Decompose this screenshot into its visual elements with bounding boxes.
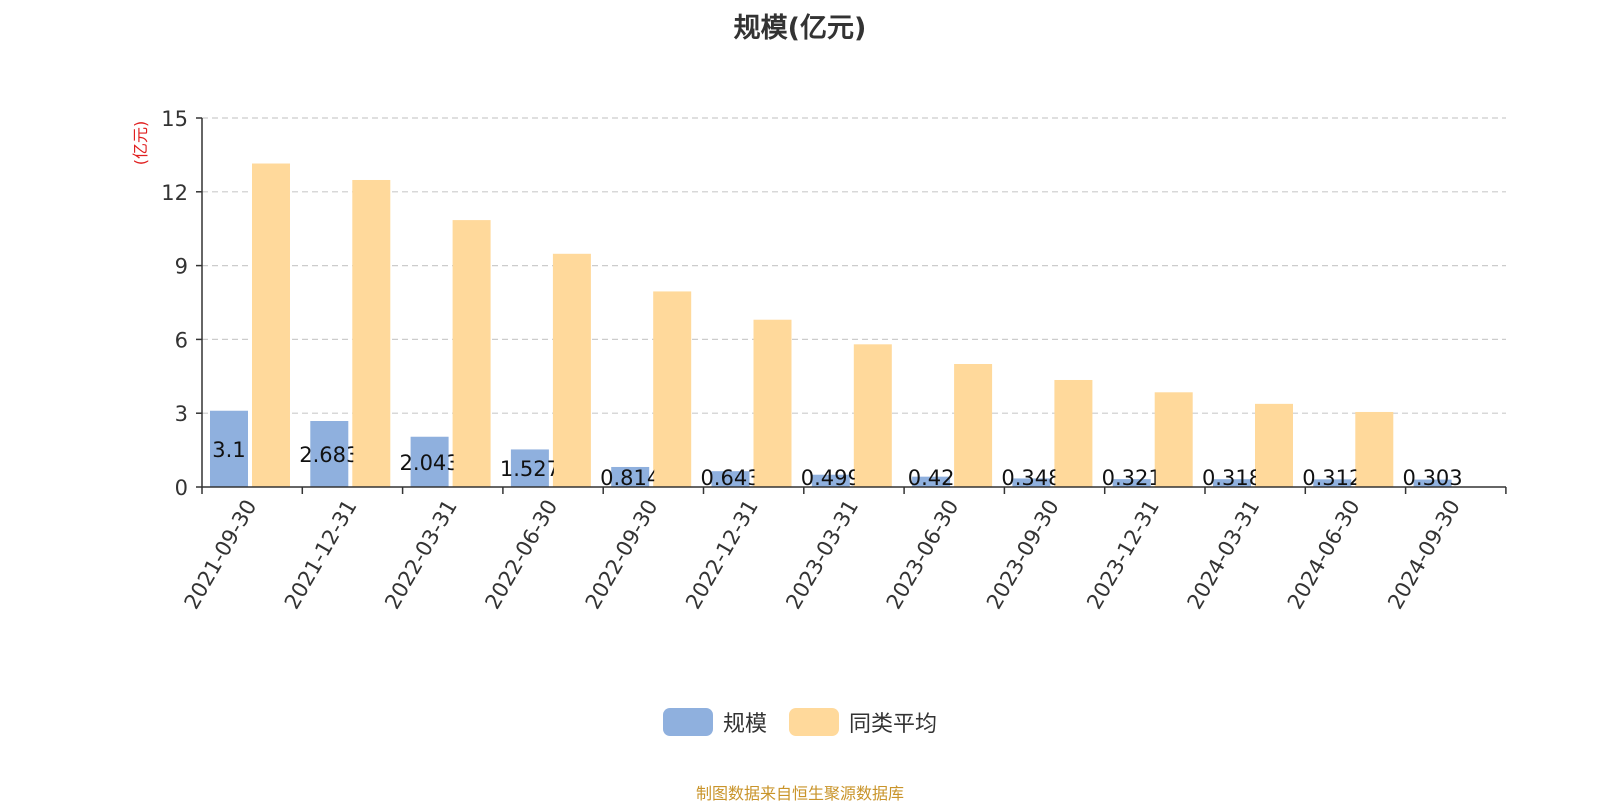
y-tick-label: 3 [175,402,188,426]
x-tick-label: 2023-12-31 [1082,496,1164,614]
data-label-scale: 0.814 [600,466,660,490]
legend-swatch-scale [662,708,713,736]
bar-scale[interactable] [210,410,248,487]
data-label-scale: 0.499 [801,466,861,490]
legend-item-peer-average[interactable]: 同类平均 [789,706,937,738]
chart-title: 规模(亿元) [733,13,867,44]
legend-swatch-peer-average [789,708,839,736]
legend-label-peer-average: 同类平均 [849,712,938,737]
bar-scale[interactable] [912,476,951,487]
x-tick-label: 2023-03-31 [781,496,863,614]
y-tick-label: 6 [175,328,188,352]
x-tick-label: 2024-06-30 [1283,496,1365,614]
data-label-scale: 0.42 [908,466,955,490]
data-label-scale: 0.312 [1302,466,1362,490]
y-tick-label: 12 [161,181,188,205]
x-tick-label: 2022-12-31 [681,496,763,614]
bar-scale[interactable] [310,420,349,487]
bar-scale[interactable] [1213,479,1251,487]
x-tick-label: 2022-09-30 [581,496,663,614]
bar-peer-average[interactable] [653,291,692,487]
bar-scale[interactable] [1313,479,1352,487]
x-tick-label: 2021-12-31 [280,496,362,614]
x-tick-label: 2021-09-30 [180,496,262,614]
bar-peer-average[interactable] [1355,411,1394,487]
data-label-scale: 0.643 [700,466,760,490]
x-tick-label: 2024-03-31 [1183,496,1265,614]
x-tick-label: 2023-09-30 [982,496,1064,614]
bar-scale[interactable] [611,466,650,487]
bar-peer-average[interactable] [954,364,993,487]
data-label-scale: 3.1 [212,438,245,462]
y-axis-label: (亿元) [131,121,150,166]
data-label-scale: 1.527 [500,457,560,481]
bar-peer-average[interactable] [352,179,391,487]
bar-peer-average[interactable] [853,344,892,487]
bar-scale[interactable] [1012,478,1051,487]
bar-peer-average[interactable] [753,319,792,487]
data-label-scale: 0.321 [1102,466,1162,490]
bar-scale[interactable] [1112,479,1151,487]
x-tick-label: 2023-06-30 [882,496,964,614]
x-tick-label: 2024-09-30 [1383,496,1465,614]
bar-peer-average[interactable] [452,220,491,487]
x-tick-label: 2022-03-31 [380,495,462,613]
bar-scale[interactable] [1413,479,1452,487]
legend: 规模 同类平均 [0,706,1600,738]
bar-scale[interactable] [510,449,549,487]
bar-peer-average[interactable] [1054,379,1093,487]
x-tick-label: 2022-06-30 [480,496,562,614]
bar-scale[interactable] [811,474,850,487]
data-label-scale: 0.318 [1202,466,1262,490]
y-tick-label: 9 [175,255,188,279]
y-tick-label: 15 [161,107,188,131]
legend-item-scale[interactable]: 规模 [662,706,767,738]
data-label-scale: 2.043 [400,451,460,475]
data-label-scale: 0.303 [1403,466,1463,490]
bar-scale[interactable] [410,436,449,487]
bar-peer-average[interactable] [252,163,290,487]
data-label-scale: 0.348 [1001,466,1061,490]
bar-peer-average[interactable] [552,253,591,487]
y-tick-label: 0 [175,476,188,500]
footer-note: 制图数据来自恒生聚源数据库 [695,784,904,803]
legend-label-scale: 规模 [722,712,767,737]
bar-peer-average[interactable] [1255,403,1293,487]
bar-scale[interactable] [711,471,750,487]
data-label-scale: 2.683 [299,443,359,467]
bar-peer-average[interactable] [1154,392,1193,487]
